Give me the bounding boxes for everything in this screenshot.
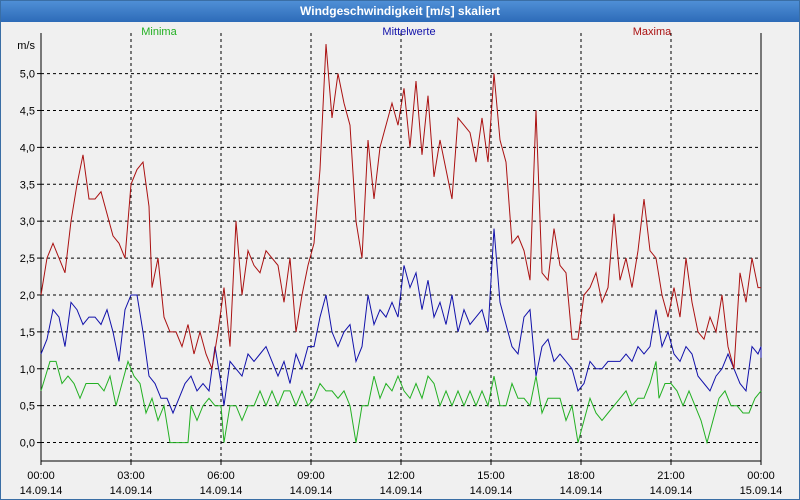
x-tick-date: 14.09.14: [470, 485, 513, 497]
series-lines: [40, 44, 762, 445]
x-tick-time: 15:00: [477, 470, 505, 482]
y-tick-label: 1,0: [20, 364, 35, 376]
x-tick-time: 12:00: [387, 470, 415, 482]
x-tick-date: 14.09.14: [650, 485, 693, 497]
grid: [41, 33, 761, 461]
y-tick-label: 4,5: [20, 105, 35, 117]
legend: Minima Mittelwerte Maxima: [141, 26, 672, 38]
x-tick-date: 14.09.14: [20, 485, 63, 497]
x-tick-date: 14.09.14: [560, 485, 603, 497]
y-tick-label: 0,5: [20, 401, 35, 413]
x-tick-time: 00:00: [27, 470, 55, 482]
x-tick-date: 14.09.14: [290, 485, 333, 497]
y-tick-label: 3,5: [20, 179, 35, 191]
legend-entry-maxima: Maxima: [633, 26, 672, 38]
chart-title: Windgeschwindigkeit [m/s] skaliert: [1, 1, 799, 22]
series-line-minima: [40, 359, 762, 445]
x-tick-date: 14.09.14: [200, 485, 243, 497]
series-line-maxima: [40, 44, 761, 371]
y-tick-label: 2,5: [20, 253, 35, 265]
y-tick-label: 3,0: [20, 216, 35, 228]
x-tick-date: 14.09.14: [380, 485, 423, 497]
chart-area: 0,0 0,5 1,0 1,5 2,0 2,5 3,0 3,5 4,0 4,5 5,0 00:00 14…: [17, 26, 782, 497]
y-tick-label: 5,0: [20, 69, 35, 81]
legend-entry-mittelwerte: Mittelwerte: [382, 26, 435, 38]
series-line-mittelwerte: [40, 228, 762, 415]
y-tick-label: 1,5: [20, 327, 35, 339]
plot-background: [41, 33, 761, 461]
axes: 0,0 0,5 1,0 1,5 2,0 2,5 3,0 3,5 4,0 4,5 5,0 00:00 14…: [17, 33, 782, 497]
x-tick-time: 21:00: [657, 470, 685, 482]
y-axis-unit: m/s: [17, 40, 35, 52]
x-tick-time: 09:00: [297, 470, 325, 482]
x-tick-time: 00:00: [747, 470, 775, 482]
x-tick-date: 14.09.14: [110, 485, 153, 497]
x-tick-time: 06:00: [207, 470, 235, 482]
x-tick-time: 18:00: [567, 470, 595, 482]
x-tick-date: 15.09.14: [740, 485, 783, 497]
x-tick-time: 03:00: [117, 470, 145, 482]
y-tick-label: 2,0: [20, 290, 35, 302]
legend-entry-minima: Minima: [141, 26, 177, 38]
y-tick-label: 0,0: [20, 438, 35, 450]
y-tick-label: 4,0: [20, 142, 35, 154]
